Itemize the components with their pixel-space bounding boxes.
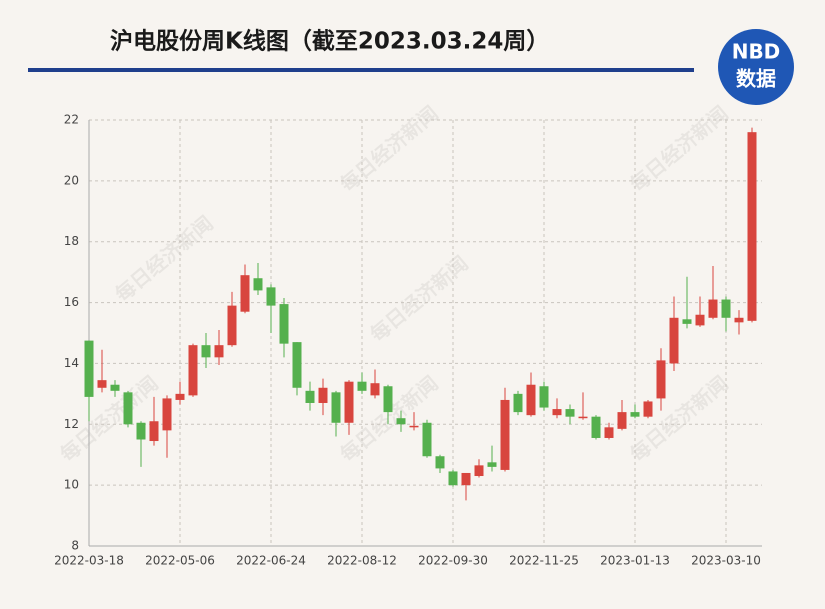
candle-body: [396, 418, 406, 425]
candle-body: [669, 317, 679, 364]
candle-body: [266, 287, 276, 306]
candle-body: [461, 472, 471, 486]
chart-title: 沪电股份周K线图（截至2023.03.24周）: [110, 28, 549, 55]
candle-body: [552, 409, 562, 416]
x-tick-label: 2023-03-10: [691, 554, 761, 568]
candle-body: [136, 422, 146, 440]
x-tick-label: 2022-11-25: [509, 554, 579, 568]
x-tick-label: 2022-06-24: [236, 554, 306, 568]
candle-body: [227, 305, 237, 346]
candle-body: [240, 275, 250, 312]
candle-body: [708, 299, 718, 318]
candle-body: [279, 304, 289, 344]
candle-body: [214, 345, 224, 358]
candle-body: [318, 387, 328, 403]
y-tick-label: 12: [64, 417, 79, 431]
candle-body: [162, 398, 172, 431]
candle-body: [617, 412, 627, 429]
candle-body: [695, 314, 705, 326]
candle-body: [110, 384, 120, 391]
candle-body: [435, 456, 445, 469]
candle-body: [253, 278, 263, 291]
candle-body: [656, 360, 666, 399]
x-tick-label: 2022-08-12: [327, 554, 397, 568]
y-tick-label: 8: [71, 539, 79, 553]
candle-body: [578, 416, 588, 419]
candle-body: [474, 465, 484, 477]
candle-body: [591, 416, 601, 438]
candle-body: [539, 386, 549, 408]
candle-body: [383, 386, 393, 413]
y-tick-label: 18: [64, 234, 79, 248]
candle-body: [292, 342, 302, 388]
candle-body: [721, 299, 731, 318]
candle-body: [331, 392, 341, 423]
y-tick-label: 10: [64, 478, 79, 492]
x-tick-label: 2022-09-30: [418, 554, 488, 568]
candle-body: [422, 422, 432, 457]
candle-body: [370, 383, 380, 396]
y-tick-label: 20: [64, 173, 79, 187]
y-tick-label: 22: [64, 113, 79, 127]
x-tick-label: 2022-05-06: [145, 554, 215, 568]
candle-body: [682, 319, 692, 324]
candle-body: [630, 412, 640, 417]
candle-body: [604, 427, 614, 438]
x-tick-label: 2022-03-18: [54, 554, 124, 568]
candle-body: [448, 471, 458, 486]
candle-body: [305, 390, 315, 403]
candle-body: [747, 132, 757, 321]
candle-body: [487, 462, 497, 467]
candle-body: [123, 392, 133, 425]
candle-body: [357, 381, 367, 391]
logo-top: NBD: [732, 40, 781, 64]
candle-body: [201, 345, 211, 358]
x-tick-label: 2023-01-13: [600, 554, 670, 568]
candle-body: [565, 409, 575, 417]
candle-body: [84, 340, 94, 397]
candle-body: [513, 393, 523, 413]
y-tick-label: 14: [64, 356, 79, 370]
candle-body: [643, 401, 653, 417]
candle-body: [734, 317, 744, 323]
candle-body: [526, 384, 536, 416]
candle-body: [500, 399, 510, 470]
candle-body: [175, 393, 185, 400]
y-tick-label: 16: [64, 295, 79, 309]
candle-body: [149, 421, 159, 442]
logo-bottom: 数据: [736, 67, 776, 91]
logo-badge: [718, 29, 794, 105]
candle-body: [97, 380, 107, 388]
candle-body: [344, 381, 354, 423]
candle-body: [409, 425, 419, 428]
candle-body: [188, 345, 198, 396]
